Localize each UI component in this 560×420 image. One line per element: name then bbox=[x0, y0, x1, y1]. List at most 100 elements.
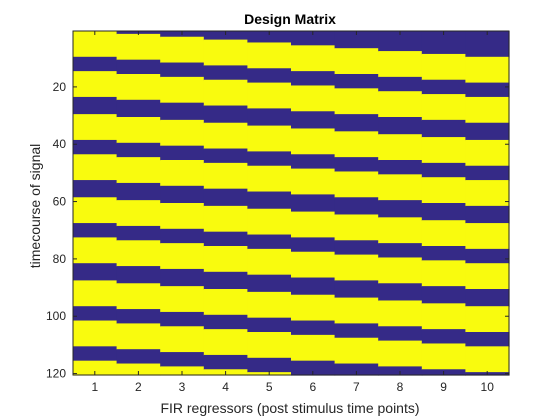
heatmap-cell-block bbox=[378, 257, 423, 284]
y-tick-label: 120 bbox=[46, 367, 66, 381]
heatmap-cell-block bbox=[291, 277, 336, 296]
heatmap-cell-block bbox=[334, 363, 379, 376]
heatmap-cell-block bbox=[116, 266, 161, 284]
y-tick-label: 40 bbox=[53, 137, 67, 151]
heatmap-cell-block bbox=[465, 165, 510, 181]
heatmap-cell-block bbox=[160, 286, 205, 313]
x-tick-label: 3 bbox=[179, 380, 186, 394]
heatmap-cell-block bbox=[116, 59, 161, 75]
heatmap-cell-block bbox=[247, 248, 292, 276]
heatmap-cell-block bbox=[421, 303, 466, 330]
heatmap-cell-block bbox=[203, 354, 248, 370]
x-axis-ticks: 1 2 3 4 5 6 7 8 9 10 bbox=[91, 31, 494, 394]
heatmap-cell-block bbox=[291, 111, 336, 130]
heatmap-cell-block bbox=[116, 200, 161, 227]
heatmap-cell-block bbox=[421, 94, 466, 121]
heatmap-cell-block bbox=[116, 117, 161, 144]
heatmap-cell-block bbox=[73, 280, 118, 307]
heatmap-cell-block bbox=[334, 337, 379, 365]
x-tick-label: 2 bbox=[135, 380, 142, 394]
heatmap-cell-block bbox=[421, 260, 466, 287]
heatmap-cell-block bbox=[291, 237, 336, 253]
heatmap-cell-block bbox=[334, 280, 379, 299]
heatmap-cell-block bbox=[465, 346, 510, 373]
heatmap-cell-block bbox=[465, 289, 510, 307]
heatmap-cell-block bbox=[465, 122, 510, 141]
heatmap-cell-block bbox=[203, 231, 248, 247]
heatmap-cell-block bbox=[378, 117, 423, 135]
heatmap-cell-block bbox=[247, 151, 292, 167]
heatmap-cell-block bbox=[465, 332, 510, 347]
heatmap-cell-block bbox=[291, 360, 336, 376]
heatmap-cell-block bbox=[73, 96, 118, 115]
heatmap-cell-block bbox=[378, 200, 423, 218]
heatmap-cell-block bbox=[291, 334, 336, 362]
heatmap-cell-block bbox=[247, 68, 292, 84]
heatmap-cell-block bbox=[73, 56, 118, 72]
heatmap-cell-block bbox=[116, 323, 161, 350]
heatmap-cell-block bbox=[334, 323, 379, 339]
heatmap-cell-block bbox=[116, 99, 161, 118]
heatmap-cell-block bbox=[378, 160, 423, 175]
heatmap-cell-block bbox=[247, 191, 292, 210]
x-tick-label: 1 bbox=[91, 380, 98, 394]
heatmap-cell-block bbox=[334, 131, 379, 158]
heatmap-cell-block bbox=[291, 45, 336, 72]
heatmap-cell-block bbox=[247, 234, 292, 250]
heatmap-cell-block bbox=[465, 306, 510, 333]
heatmap-cell-block bbox=[247, 165, 292, 193]
heatmap-cell-block bbox=[160, 203, 205, 230]
heatmap-cell-block bbox=[116, 142, 161, 158]
heatmap-cell-block bbox=[465, 205, 510, 224]
heatmap-cell-block bbox=[291, 168, 336, 195]
heatmap-cell-block bbox=[73, 139, 118, 155]
heatmap-cell-block bbox=[203, 271, 248, 290]
x-tick-label: 10 bbox=[481, 380, 495, 394]
heatmap-cell-block bbox=[160, 268, 205, 287]
heatmap-cell-block bbox=[247, 82, 292, 109]
heatmap-cell-block bbox=[421, 329, 466, 345]
heatmap-cell-block bbox=[291, 85, 336, 112]
heatmap-cell-block bbox=[421, 220, 466, 247]
heatmap-cell-block bbox=[334, 114, 379, 132]
heatmap-cell-block bbox=[291, 251, 336, 279]
heatmap-cell-block bbox=[160, 36, 205, 64]
heatmap-cell-block bbox=[73, 320, 118, 347]
heatmap-cell-block bbox=[203, 329, 248, 356]
heatmap-cell-block bbox=[378, 326, 423, 342]
heatmap-cell-block bbox=[160, 145, 205, 161]
heatmap-cell-block bbox=[291, 211, 336, 238]
y-tick-label: 20 bbox=[53, 80, 67, 94]
heatmap-cell-block bbox=[247, 317, 292, 333]
heatmap-cell-block bbox=[334, 48, 379, 75]
heatmap-cell-block bbox=[247, 108, 292, 127]
heatmap-cell-block bbox=[334, 88, 379, 115]
heatmap-cell-block bbox=[465, 139, 510, 167]
heatmap-cell-block bbox=[73, 180, 118, 198]
heatmap-cell-block bbox=[421, 137, 466, 164]
heatmap-cell-block bbox=[73, 223, 118, 238]
x-tick-label: 4 bbox=[222, 380, 229, 394]
y-tick-label: 100 bbox=[46, 309, 66, 323]
x-tick-label: 5 bbox=[266, 380, 273, 394]
heatmap-cell-block bbox=[247, 125, 292, 152]
heatmap-cell-block bbox=[160, 76, 205, 104]
heatmap-cell-block bbox=[116, 363, 161, 376]
heatmap-cell-block bbox=[334, 240, 379, 256]
heatmap-cell-block bbox=[421, 343, 466, 370]
y-tick-label: 80 bbox=[53, 252, 67, 266]
heatmap-cell-block bbox=[465, 56, 510, 84]
heatmap-cell-block bbox=[203, 79, 248, 107]
heatmap-cell-block bbox=[116, 349, 161, 365]
heatmap-cell-block bbox=[116, 309, 161, 324]
heatmap-cell-block bbox=[334, 31, 379, 49]
heatmap-cell-block bbox=[203, 148, 248, 164]
y-axis-label: timecourse of signal bbox=[27, 144, 43, 269]
heatmap-cell-block bbox=[465, 82, 510, 98]
heatmap-cell-block bbox=[160, 228, 205, 244]
heatmap-cell-block bbox=[160, 311, 205, 327]
heatmap-cell-block bbox=[465, 223, 510, 250]
heatmap-cell-block bbox=[465, 248, 510, 264]
heatmap-cell-block bbox=[291, 320, 336, 336]
heatmap-cell-block bbox=[421, 203, 466, 221]
